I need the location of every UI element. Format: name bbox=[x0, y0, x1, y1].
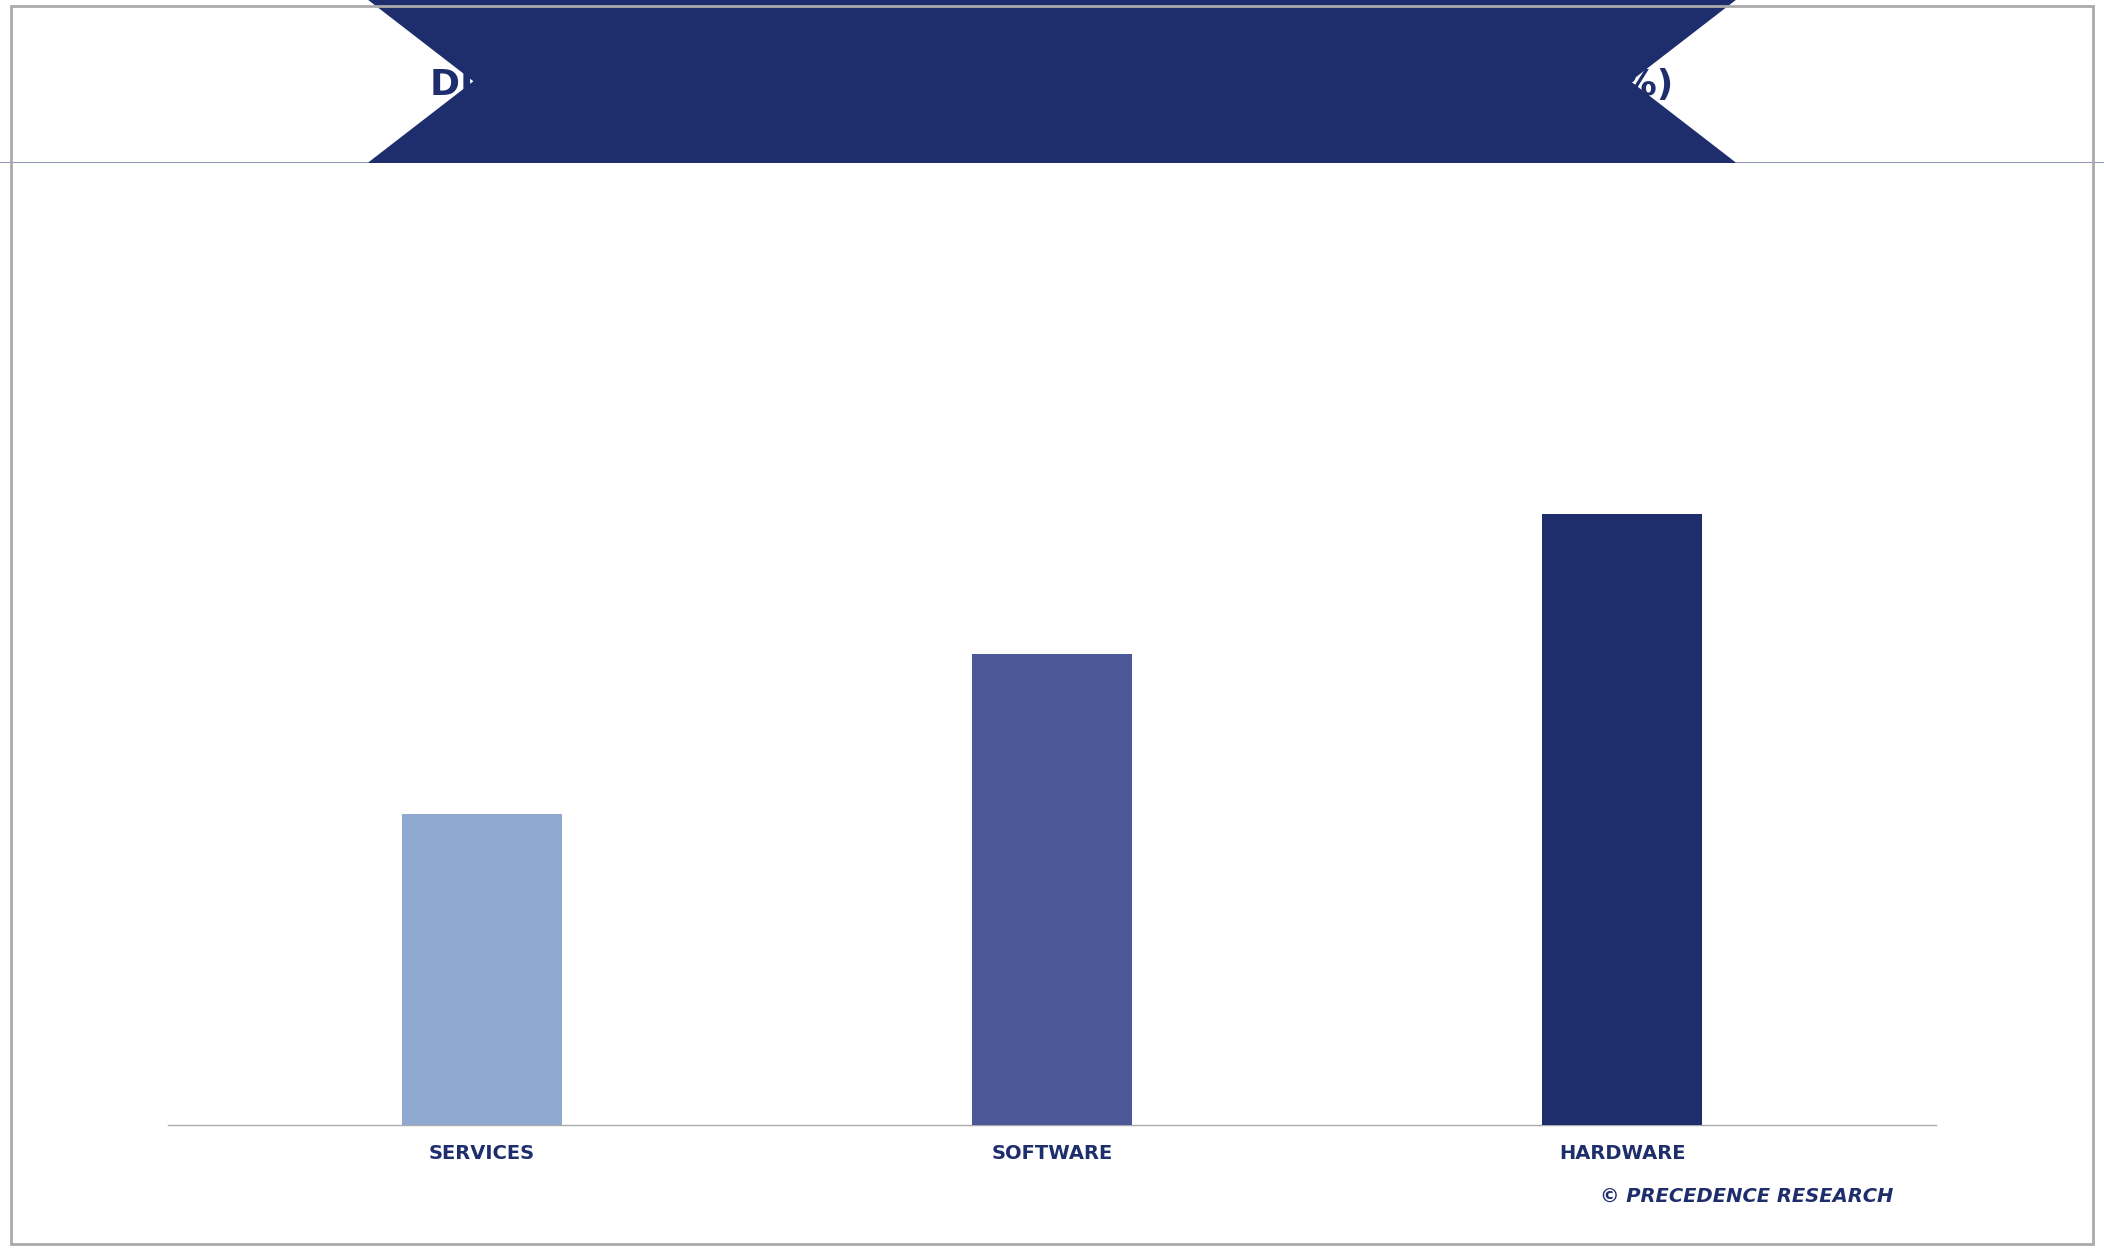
Bar bbox=[1542, 514, 1702, 1125]
Polygon shape bbox=[1631, 0, 2104, 162]
Polygon shape bbox=[0, 0, 295, 114]
Polygon shape bbox=[1809, 0, 2104, 114]
Bar bbox=[402, 814, 562, 1125]
Text: © PRECEDENCE RESEARCH: © PRECEDENCE RESEARCH bbox=[1601, 1188, 1894, 1206]
Polygon shape bbox=[0, 0, 473, 162]
Bar bbox=[972, 654, 1132, 1125]
Text: DIGITAL SIGNAGE MARKET SHARE, BY COMPONANT, 2020 (%): DIGITAL SIGNAGE MARKET SHARE, BY COMPONA… bbox=[431, 68, 1673, 101]
